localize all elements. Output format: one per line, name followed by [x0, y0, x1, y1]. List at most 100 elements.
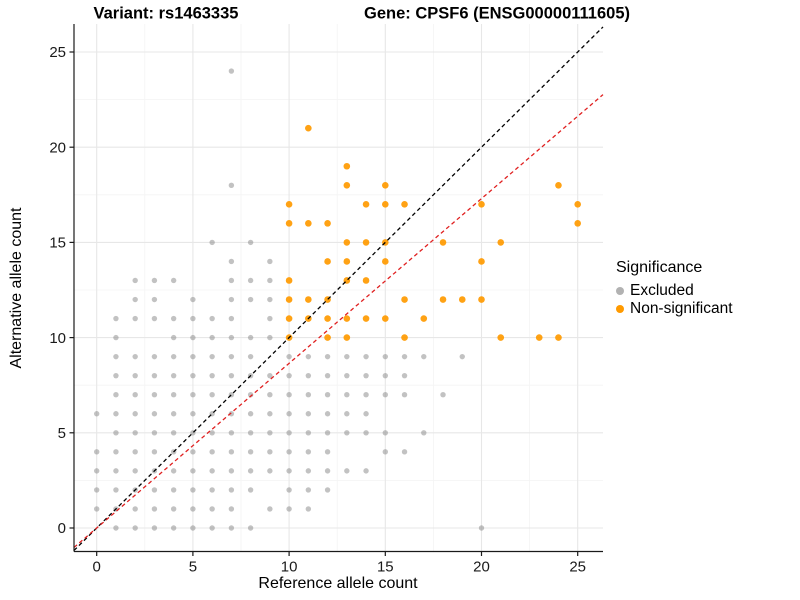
data-point-excluded [94, 449, 100, 455]
data-point-non-significant [497, 239, 505, 246]
data-point-excluded [228, 430, 235, 436]
data-point-excluded [267, 468, 273, 474]
data-point-non-significant [343, 239, 351, 246]
data-point-excluded [190, 372, 196, 379]
data-point-excluded [247, 449, 254, 455]
data-point-excluded [209, 334, 215, 341]
data-point-excluded [305, 372, 312, 379]
data-point-excluded [228, 277, 235, 284]
data-point-non-significant [478, 201, 485, 208]
y-tick-label: 10 [49, 330, 66, 347]
data-point-excluded [305, 392, 312, 398]
x-axis-title: Reference allele count [258, 575, 418, 592]
data-point-excluded [382, 430, 388, 436]
data-point-excluded [363, 372, 369, 379]
data-point-excluded [247, 525, 254, 531]
data-point-excluded [228, 315, 235, 322]
data-point-excluded [170, 506, 177, 512]
data-point-excluded [267, 430, 273, 436]
data-point-excluded [247, 487, 254, 493]
data-point-excluded [267, 296, 273, 303]
data-point-excluded [94, 411, 100, 417]
data-point-excluded [286, 468, 292, 474]
data-point-excluded [190, 506, 196, 512]
data-point-excluded [209, 353, 215, 360]
data-point-excluded [151, 487, 158, 493]
data-point-excluded [401, 449, 408, 455]
x-tick-label: 10 [281, 559, 298, 576]
data-point-excluded [228, 506, 235, 512]
data-point-excluded [421, 353, 427, 360]
y-tick-label: 25 [49, 44, 66, 61]
data-point-excluded [132, 353, 138, 360]
data-point-excluded [209, 506, 215, 512]
data-point-excluded [190, 353, 196, 360]
data-point-excluded [170, 334, 177, 341]
data-point-non-significant [305, 124, 312, 132]
data-point-non-significant [439, 296, 447, 303]
data-point-excluded [305, 506, 312, 512]
data-point-non-significant [285, 296, 293, 303]
data-point-excluded [209, 430, 215, 436]
data-point-excluded [401, 353, 408, 360]
data-point-excluded [170, 353, 177, 360]
data-point-non-significant [343, 334, 351, 341]
data-point-non-significant [362, 277, 370, 284]
data-point-excluded [151, 392, 158, 398]
data-point-excluded [267, 315, 273, 322]
data-point-non-significant [401, 201, 408, 208]
data-point-non-significant [535, 334, 543, 341]
data-point-excluded [132, 449, 138, 455]
data-point-excluded [382, 372, 388, 379]
data-point-non-significant [324, 334, 331, 341]
data-point-non-significant [362, 201, 370, 208]
legend-item-label: Non-significant [630, 300, 733, 317]
data-point-non-significant [343, 162, 351, 170]
data-point-non-significant [285, 315, 293, 322]
data-point-excluded [305, 449, 312, 455]
legend-title: Significance [616, 259, 703, 276]
data-point-non-significant [285, 220, 293, 227]
data-point-excluded [228, 296, 235, 303]
data-point-non-significant [401, 296, 408, 303]
data-point-excluded [267, 258, 273, 265]
data-point-excluded [113, 411, 119, 417]
data-point-excluded [170, 392, 177, 398]
data-point-excluded [324, 430, 331, 436]
data-point-excluded [344, 392, 350, 398]
data-point-excluded [363, 468, 369, 474]
data-point-excluded [324, 411, 331, 417]
data-point-non-significant [343, 315, 351, 322]
data-point-non-significant [285, 201, 293, 208]
data-point-non-significant [574, 201, 581, 208]
data-point-excluded [209, 315, 215, 322]
data-point-excluded [459, 353, 465, 360]
data-point-excluded [113, 334, 119, 341]
data-point-excluded [132, 315, 138, 322]
x-tick-label: 0 [93, 559, 101, 576]
data-point-excluded [170, 411, 177, 417]
data-point-excluded [286, 392, 292, 398]
data-point-excluded [228, 353, 235, 360]
data-point-excluded [151, 353, 158, 360]
data-point-excluded [190, 487, 196, 493]
data-point-excluded [267, 334, 273, 341]
data-point-excluded [190, 315, 196, 322]
data-point-excluded [267, 277, 273, 284]
data-point-excluded [151, 372, 158, 379]
legend-item-non-significant: Non-significant [616, 300, 733, 318]
data-point-excluded [344, 353, 350, 360]
data-point-excluded [209, 468, 215, 474]
x-tick-label: 5 [189, 559, 197, 576]
data-point-excluded [305, 411, 312, 417]
data-point-excluded [267, 372, 273, 379]
data-point-non-significant [362, 239, 370, 246]
data-point-excluded [286, 449, 292, 455]
data-point-excluded [209, 239, 215, 246]
data-point-excluded [94, 468, 100, 474]
data-point-excluded [324, 353, 331, 360]
data-point-excluded [247, 468, 254, 474]
data-point-excluded [113, 525, 119, 531]
data-point-excluded [132, 468, 138, 474]
